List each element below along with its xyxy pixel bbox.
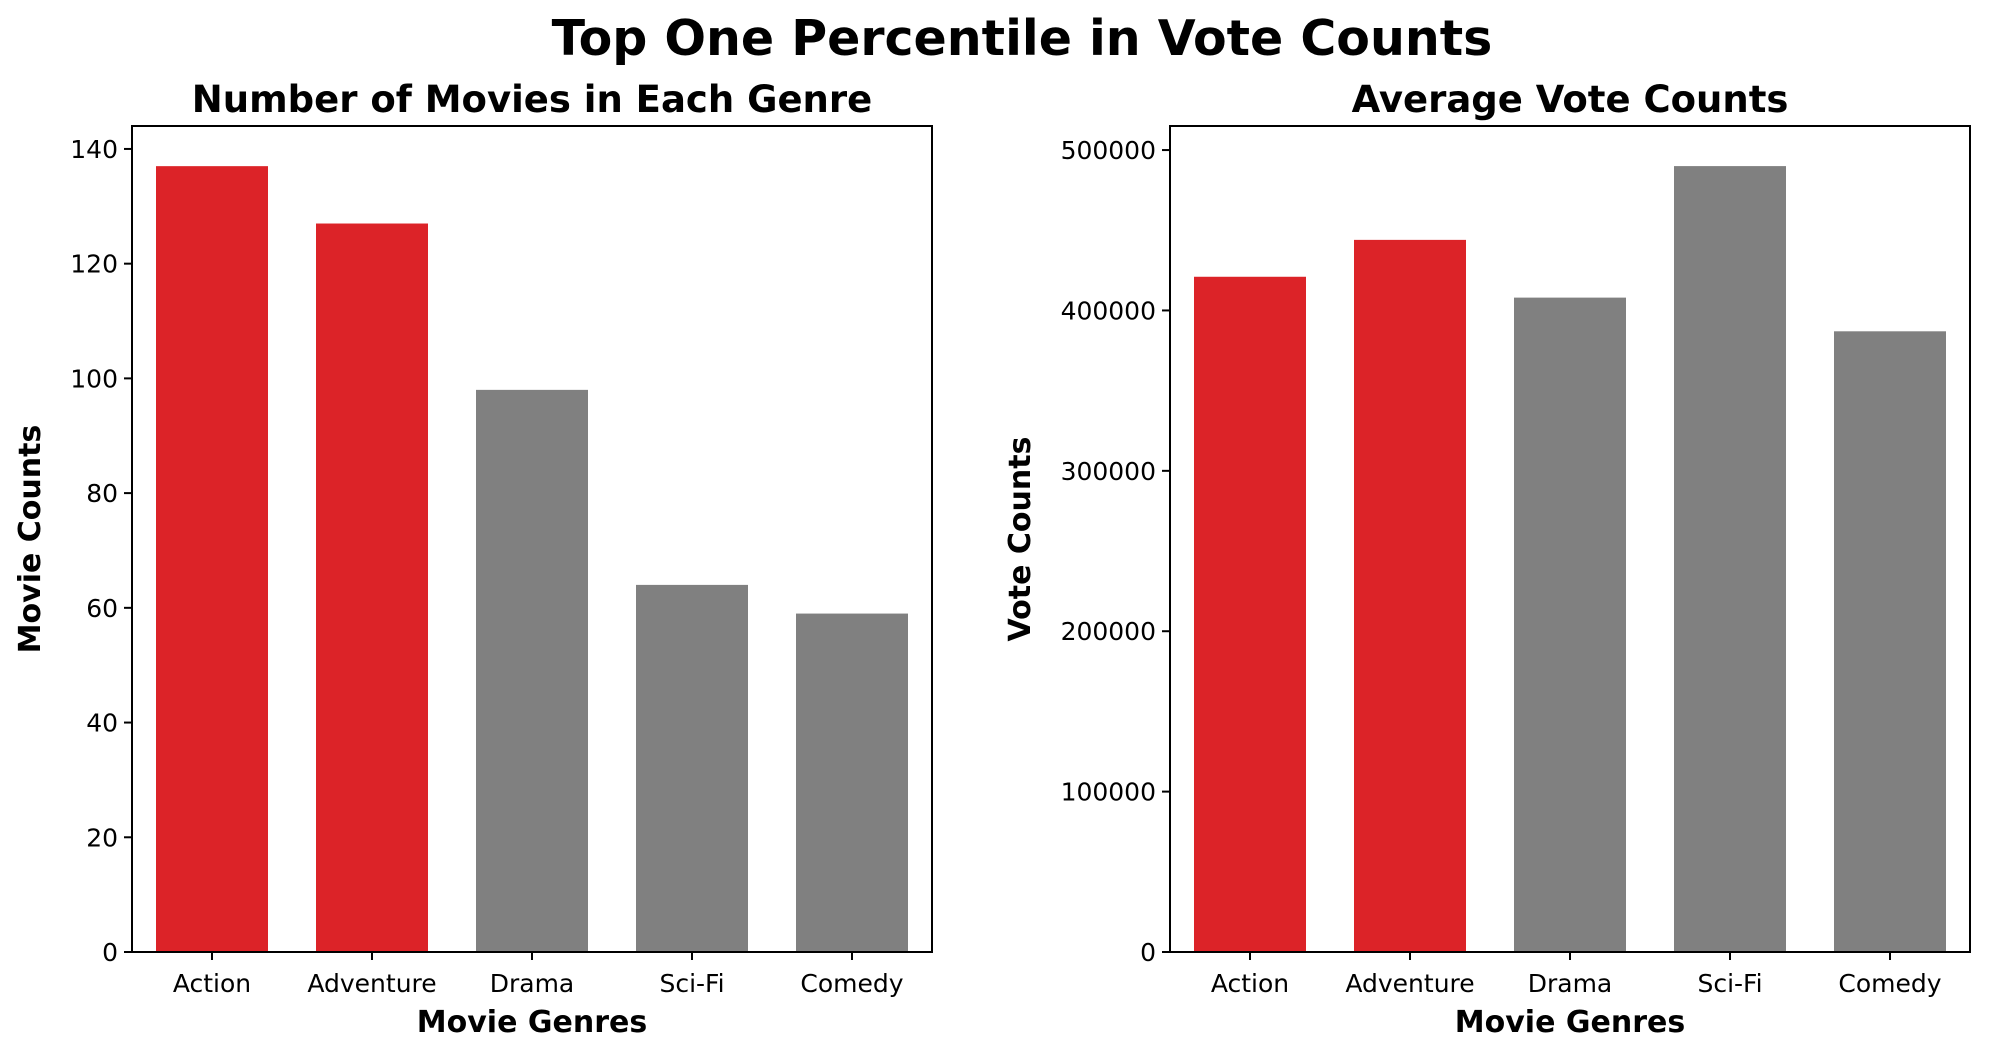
vote-counts-xlabel: Movie Genres: [1455, 1005, 1685, 1040]
movie-counts-ytick-label: 0: [102, 938, 118, 967]
vote-counts-ytick-label: 500000: [1061, 136, 1156, 165]
movie-counts-xlabel: Movie Genres: [417, 1005, 647, 1040]
vote-counts-ytick-label: 300000: [1061, 457, 1156, 486]
movie-counts-bar-sci-fi: [636, 585, 748, 952]
movie-counts-ytick-label: 20: [86, 823, 118, 852]
vote-counts-bar-comedy: [1834, 331, 1946, 952]
movie-counts-ylabel: Movie Counts: [13, 425, 48, 654]
movie-counts-ytick-label: 100: [70, 364, 118, 393]
vote-counts-bar-action: [1194, 277, 1306, 952]
vote-counts-xtick-label: Adventure: [1345, 969, 1474, 998]
vote-counts-xtick-label: Comedy: [1838, 969, 1941, 998]
movie-counts-xtick-label: Sci-Fi: [659, 969, 724, 998]
movie-counts-bar-comedy: [796, 614, 908, 952]
movie-counts-bar-action: [156, 166, 268, 952]
movie-counts-ytick-label: 40: [86, 709, 118, 738]
vote-counts-ytick-label: 200000: [1061, 617, 1156, 646]
figure-title: Top One Percentile in Vote Counts: [552, 10, 1493, 67]
movie-counts-ytick-label: 80: [86, 479, 118, 508]
movie-counts-ytick-label: 140: [70, 135, 118, 164]
movie-counts-ytick-label: 60: [86, 594, 118, 623]
vote-counts-xtick-label: Action: [1211, 969, 1289, 998]
vote-counts-bar-drama: [1514, 298, 1626, 952]
vote-counts-bar-adventure: [1354, 240, 1466, 952]
movie-counts-title: Number of Movies in Each Genre: [192, 78, 872, 121]
movie-counts-xtick-label: Comedy: [800, 969, 903, 998]
movie-counts-bar-adventure: [316, 224, 428, 952]
movie-counts-xtick-label: Action: [173, 969, 251, 998]
chart-panel-movie-counts: 0 20 40 60 80 100 120 140 Action Adventure Drama Sc…: [13, 78, 932, 1040]
vote-counts-ylabel: Vote Counts: [1003, 437, 1038, 642]
vote-counts-ytick-label: 0: [1140, 938, 1156, 967]
movie-counts-xtick-label: Drama: [490, 969, 575, 998]
movie-counts-ytick-label: 120: [70, 250, 118, 279]
movie-counts-bar-drama: [476, 390, 588, 952]
vote-counts-ytick-label: 100000: [1061, 778, 1156, 807]
vote-counts-xtick-label: Drama: [1528, 969, 1613, 998]
vote-counts-ytick-label: 400000: [1061, 296, 1156, 325]
vote-counts-title: Average Vote Counts: [1352, 78, 1789, 121]
vote-counts-bar-sci-fi: [1674, 166, 1786, 952]
chart-panel-vote-counts: 0 100000 200000 300000 400000 500000 Action Adv…: [1003, 78, 1970, 1040]
vote-counts-xtick-label: Sci-Fi: [1697, 969, 1762, 998]
movie-counts-xtick-label: Adventure: [307, 969, 436, 998]
